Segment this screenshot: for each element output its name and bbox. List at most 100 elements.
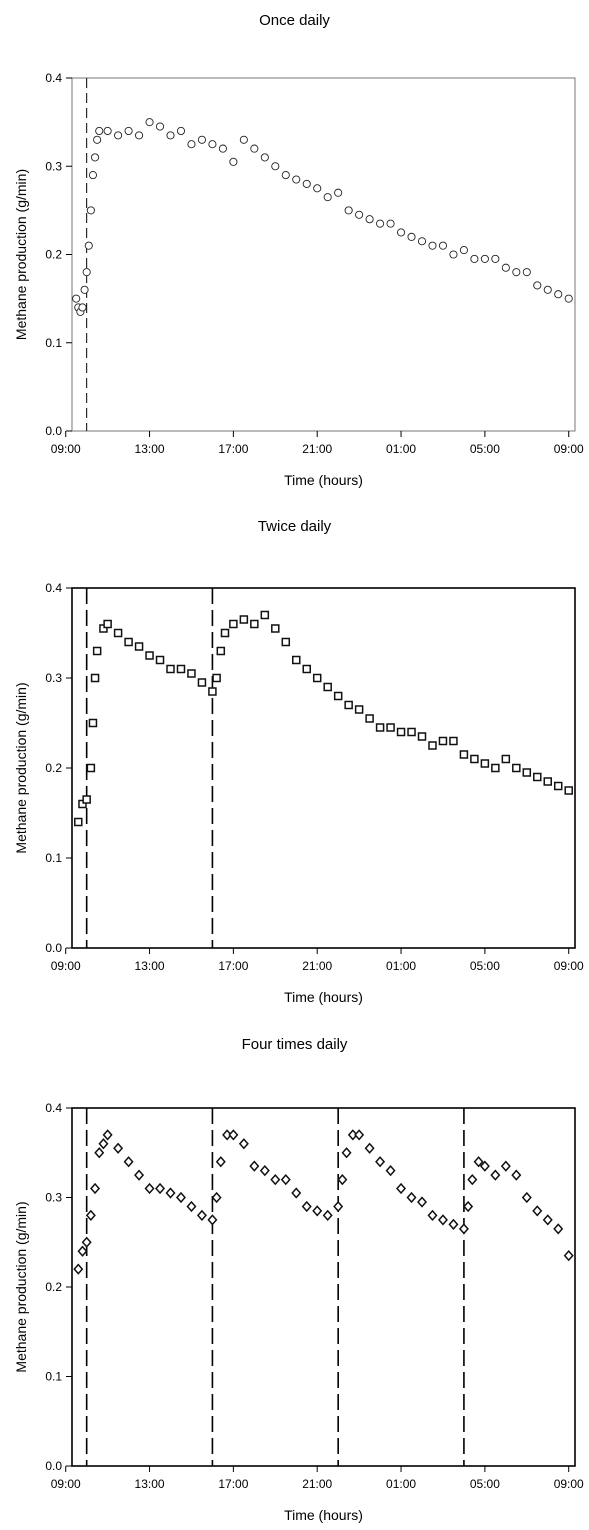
data-point	[302, 664, 311, 674]
data-point	[239, 135, 248, 144]
data-point	[467, 1173, 478, 1186]
data-point	[208, 140, 217, 149]
x-axis-label: Time (hours)	[284, 1507, 363, 1523]
y-tick-label: 0.4	[45, 1101, 62, 1115]
data-point	[197, 678, 207, 687]
data-point	[344, 700, 353, 710]
data-point	[512, 268, 521, 277]
data-point	[103, 619, 112, 629]
data-point	[134, 1169, 145, 1181]
data-point	[385, 1165, 396, 1177]
x-tick-label: 09:00	[554, 1477, 584, 1491]
data-point	[77, 1245, 88, 1257]
data-point	[406, 1191, 417, 1204]
x-tick-label: 09:00	[554, 959, 584, 973]
data-point	[155, 122, 165, 131]
data-point	[344, 206, 353, 215]
x-axis-label: Time (hours)	[284, 472, 363, 488]
y-tick-label: 0.1	[45, 851, 62, 865]
data-point	[501, 263, 510, 272]
data-point	[334, 188, 343, 197]
data-point	[428, 241, 437, 250]
data-point	[333, 691, 343, 701]
data-point	[533, 772, 542, 782]
data-point	[94, 1147, 105, 1159]
y-tick-label: 0.3	[45, 671, 62, 685]
data-point	[375, 723, 385, 732]
data-point	[102, 1129, 113, 1141]
data-point	[145, 118, 154, 127]
data-point	[407, 232, 416, 241]
data-point	[470, 754, 479, 764]
data-point	[166, 664, 175, 674]
x-tick-label: 01:00	[386, 959, 416, 973]
data-point	[438, 241, 448, 250]
data-point	[249, 1160, 260, 1172]
y-tick-label: 0.0	[45, 941, 62, 955]
data-point	[396, 1182, 407, 1195]
data-point	[479, 1160, 490, 1172]
data-point	[155, 655, 165, 665]
data-point	[376, 219, 385, 228]
y-tick-label: 0.3	[45, 159, 62, 173]
y-axis-label: Methane production (g/min)	[13, 1201, 29, 1372]
data-point	[134, 642, 144, 651]
data-point	[86, 763, 96, 773]
data-point	[187, 669, 196, 678]
data-point	[208, 687, 217, 696]
data-point	[553, 1223, 564, 1235]
data-point	[88, 718, 98, 728]
data-point	[532, 1205, 543, 1217]
data-point	[80, 285, 89, 294]
data-point	[238, 1138, 249, 1150]
data-point	[229, 157, 238, 166]
data-point	[281, 637, 291, 647]
x-tick-label: 21:00	[302, 1477, 332, 1491]
data-point	[73, 1263, 84, 1275]
data-point	[270, 1173, 281, 1186]
x-tick-label: 01:00	[386, 442, 416, 456]
data-point	[176, 126, 186, 135]
data-point	[386, 723, 395, 732]
data-point	[218, 144, 227, 153]
data-point	[396, 727, 406, 737]
data-point	[463, 1200, 474, 1213]
data-point	[259, 1165, 270, 1177]
data-point	[92, 646, 102, 656]
data-point	[490, 1169, 501, 1181]
x-tick-label: 09:00	[51, 959, 81, 973]
data-point	[438, 736, 448, 746]
data-point	[480, 254, 489, 263]
data-point	[271, 162, 280, 171]
y-tick-label: 0.2	[45, 761, 62, 775]
x-tick-label: 05:00	[470, 959, 500, 973]
data-point	[512, 763, 521, 773]
data-point	[250, 144, 259, 153]
x-tick-label: 05:00	[470, 442, 500, 456]
data-point	[396, 228, 406, 237]
data-point	[365, 215, 374, 224]
data-point	[291, 1187, 302, 1199]
x-axis-label: Time (hours)	[284, 989, 363, 1005]
data-point	[103, 126, 112, 135]
data-point	[72, 294, 81, 303]
data-point	[491, 254, 500, 263]
data-point	[81, 1236, 92, 1248]
data-point	[459, 246, 468, 255]
data-point	[354, 705, 364, 714]
y-tick-label: 0.3	[45, 1191, 62, 1205]
data-point	[260, 610, 270, 620]
x-tick-label: 13:00	[135, 442, 165, 456]
data-point	[166, 131, 175, 140]
data-point	[220, 628, 230, 638]
y-tick-label: 0.1	[45, 336, 62, 350]
data-point	[124, 126, 133, 135]
data-point	[553, 781, 563, 791]
data-point	[417, 1196, 428, 1208]
data-point	[98, 1138, 109, 1150]
data-point	[165, 1187, 176, 1199]
data-point	[491, 763, 500, 773]
data-point	[470, 254, 479, 263]
data-point	[175, 1191, 186, 1204]
x-tick-label: 17:00	[218, 959, 248, 973]
